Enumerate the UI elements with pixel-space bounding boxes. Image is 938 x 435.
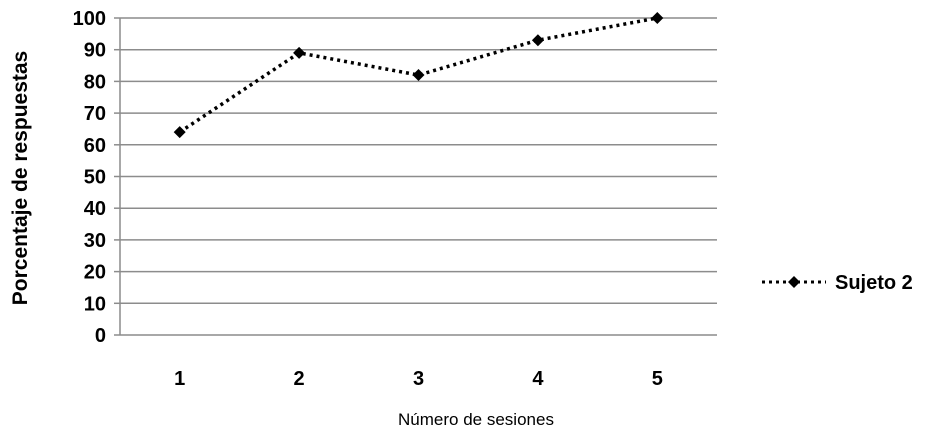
- y-tick-label: 40: [84, 198, 106, 220]
- y-tick-label: 10: [84, 293, 106, 315]
- y-tick-label: 80: [84, 71, 106, 93]
- gridlines: [114, 17, 717, 336]
- legend-marker-diamond: [788, 276, 800, 288]
- y-tick-labels: 0 10 20 30 40 50 60 70 80 90 100: [73, 8, 106, 347]
- y-tick-label: 50: [84, 167, 106, 189]
- data-point: [651, 12, 664, 24]
- x-tick-label: 3: [413, 368, 424, 390]
- x-axis-title: Número de sesiones: [398, 410, 554, 429]
- x-tick-label: 5: [652, 368, 663, 390]
- y-tick-label: 0: [95, 325, 106, 347]
- y-tick-label: 90: [84, 40, 106, 62]
- x-tick-labels: 1 2 3 4 5: [174, 368, 663, 390]
- data-point: [531, 34, 544, 47]
- x-tick-label: 2: [294, 368, 305, 390]
- series-layer: [173, 12, 664, 139]
- y-tick-label: 60: [84, 135, 106, 157]
- x-tick-label: 4: [532, 368, 544, 390]
- y-tick-label: 100: [73, 8, 106, 30]
- y-tick-label: 20: [84, 262, 106, 284]
- x-tick-label: 1: [174, 368, 185, 390]
- legend-label: Sujeto 2: [835, 272, 913, 294]
- series-line: [178, 16, 658, 134]
- data-point: [293, 46, 306, 59]
- y-tick-label: 30: [84, 230, 106, 252]
- y-tick-label: 70: [84, 103, 106, 125]
- data-point: [412, 69, 425, 82]
- legend: Sujeto 2: [762, 272, 913, 294]
- data-point: [173, 126, 186, 139]
- y-axis-title: Porcentaje de respuestas: [9, 51, 32, 305]
